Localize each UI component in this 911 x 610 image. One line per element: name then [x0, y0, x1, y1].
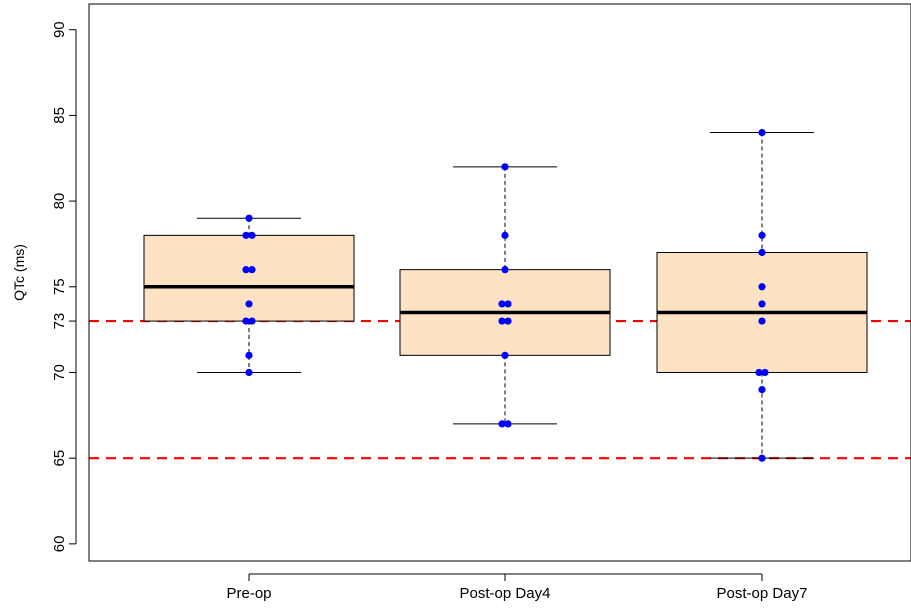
- x-tick-label: Post-op Day4: [460, 585, 551, 602]
- data-point: [755, 368, 763, 377]
- data-point: [245, 300, 253, 308]
- box-post-op-day7: [656, 132, 868, 459]
- data-point: [758, 317, 766, 325]
- data-point: [248, 317, 256, 325]
- x-axis: Pre-op Post-op Day4 Post-op Day7: [226, 573, 808, 602]
- data-point: [248, 231, 256, 239]
- y-tick-label: 85: [51, 107, 68, 124]
- data-point: [242, 231, 250, 239]
- data-point: [758, 454, 766, 462]
- y-tick-label: 75: [51, 278, 68, 295]
- data-point: [758, 248, 766, 257]
- data-point: [245, 351, 253, 359]
- data-point: [498, 317, 506, 325]
- data-point: [248, 266, 256, 274]
- data-points: [242, 128, 769, 462]
- y-tick-label: 90: [51, 21, 68, 38]
- box-group: [143, 132, 868, 459]
- box-pre-op: [143, 217, 355, 373]
- data-point: [504, 300, 512, 308]
- data-point: [758, 386, 766, 394]
- x-tick-label: Pre-op: [226, 585, 271, 602]
- y-tick-label: 73: [51, 313, 68, 330]
- data-point: [242, 317, 250, 325]
- data-point: [504, 420, 512, 428]
- data-point: [245, 368, 253, 377]
- data-point: [498, 300, 506, 308]
- data-point: [758, 128, 766, 137]
- data-point: [758, 300, 766, 308]
- data-point: [761, 368, 769, 377]
- plot-frame: [88, 3, 911, 562]
- data-point: [245, 214, 253, 222]
- box-iqr: [143, 234, 355, 322]
- y-axis: 60 65 70 75 80 85 90 73: [51, 21, 77, 553]
- y-tick-label: 80: [51, 193, 68, 210]
- y-axis-title: QTc (ms): [11, 244, 27, 301]
- data-point: [758, 283, 766, 291]
- data-point: [501, 231, 509, 239]
- data-point: [242, 266, 250, 274]
- data-point: [758, 231, 766, 239]
- box-post-op-day4: [399, 166, 611, 425]
- data-point: [501, 163, 509, 171]
- data-point: [498, 420, 506, 428]
- y-tick-label: 60: [51, 536, 68, 553]
- data-point: [501, 351, 509, 359]
- data-point: [504, 317, 512, 325]
- y-tick-label: 65: [51, 450, 68, 467]
- y-tick-label: 70: [51, 364, 68, 381]
- x-tick-label: Post-op Day7: [717, 585, 808, 602]
- data-point: [501, 266, 509, 274]
